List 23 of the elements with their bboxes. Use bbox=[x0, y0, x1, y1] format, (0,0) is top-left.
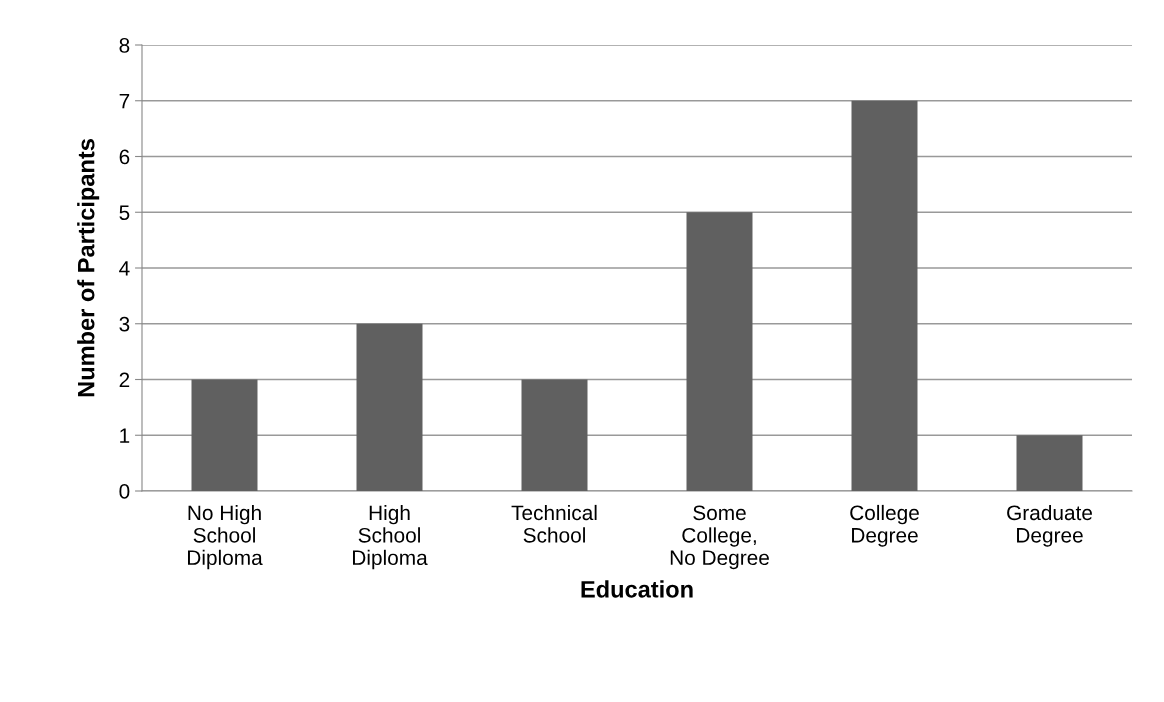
y-tick-label: 3 bbox=[119, 316, 130, 332]
y-tick-label: 0 bbox=[119, 484, 130, 499]
y-tick-label: 8 bbox=[119, 38, 130, 53]
x-tick-label: Some College, No Degree bbox=[670, 505, 769, 570]
x-tick-label: Graduate Degree bbox=[1007, 504, 1093, 547]
bar bbox=[521, 379, 588, 491]
x-tick-label: Technical School bbox=[511, 504, 597, 543]
x-tick-label: No High School Diploma bbox=[188, 504, 263, 570]
bar bbox=[851, 100, 918, 491]
x-axis-title: Education bbox=[581, 580, 693, 598]
bar bbox=[686, 212, 753, 491]
x-tick-label: College Degree bbox=[850, 504, 919, 547]
bar bbox=[191, 379, 258, 491]
x-tick-label: High School Diploma bbox=[353, 504, 428, 570]
y-tick-label: 5 bbox=[119, 205, 130, 220]
y-tick-label: 7 bbox=[119, 93, 130, 109]
y-tick-label: 2 bbox=[119, 372, 130, 388]
y-axis-title: Number of Participants bbox=[77, 139, 100, 397]
bar bbox=[1016, 435, 1083, 491]
y-tick-label: 6 bbox=[119, 149, 130, 165]
bar bbox=[356, 323, 423, 491]
y-tick-label: 1 bbox=[120, 428, 130, 443]
y-tick-label: 4 bbox=[119, 261, 130, 276]
